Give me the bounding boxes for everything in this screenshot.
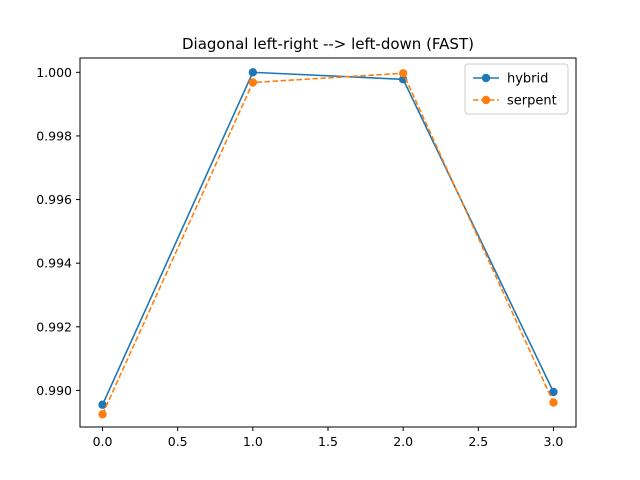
- x-tick-label: 3.0: [544, 434, 564, 449]
- legend-label: serpent: [507, 94, 557, 109]
- y-axis: 0.990 0.992 0.994 0.996 0.998 1.000: [36, 65, 80, 398]
- legend-item-serpent: serpent: [473, 94, 557, 109]
- y-tick-label: 0.998: [36, 128, 72, 143]
- data-point-serpent: [248, 78, 258, 87]
- x-tick-label: 0.0: [93, 434, 113, 449]
- data-point-hybrid: [98, 400, 107, 409]
- data-point-serpent: [398, 69, 408, 78]
- data-point-hybrid: [248, 68, 258, 77]
- chart-title: Diagonal left-right --> left-down (FAST): [182, 35, 474, 53]
- x-tick-label: 2.0: [393, 434, 413, 449]
- legend-box: [464, 63, 569, 115]
- plot-area: [98, 68, 558, 419]
- data-point-serpent: [549, 398, 558, 407]
- y-tick-label: 0.990: [36, 383, 72, 398]
- y-tick-label: 0.994: [36, 256, 72, 271]
- series-line-hybrid: [101, 71, 555, 406]
- series-hybrid: [98, 68, 558, 409]
- x-axis: 0.0 0.5 1.0 1.5 2.0 2.5 3.0: [93, 427, 564, 449]
- legend-marker: [481, 73, 491, 83]
- series-line-serpent: [101, 72, 555, 415]
- series-serpent: [98, 69, 558, 419]
- y-tick-label: 0.996: [36, 192, 72, 207]
- legend-label: hybrid: [507, 72, 548, 87]
- legend-item-hybrid: hybrid: [473, 72, 548, 87]
- y-tick-label: 1.000: [36, 65, 72, 80]
- legend-marker: [481, 95, 491, 105]
- x-tick-label: 1.0: [243, 434, 263, 449]
- data-point-hybrid: [549, 387, 558, 397]
- legend: hybrid serpent: [464, 63, 569, 115]
- x-tick-label: 0.5: [168, 434, 188, 449]
- x-tick-label: 1.5: [318, 434, 338, 449]
- data-point-hybrid: [398, 75, 408, 84]
- x-tick-label: 2.5: [468, 434, 488, 449]
- y-tick-label: 0.992: [36, 319, 72, 334]
- data-point-serpent: [98, 410, 107, 419]
